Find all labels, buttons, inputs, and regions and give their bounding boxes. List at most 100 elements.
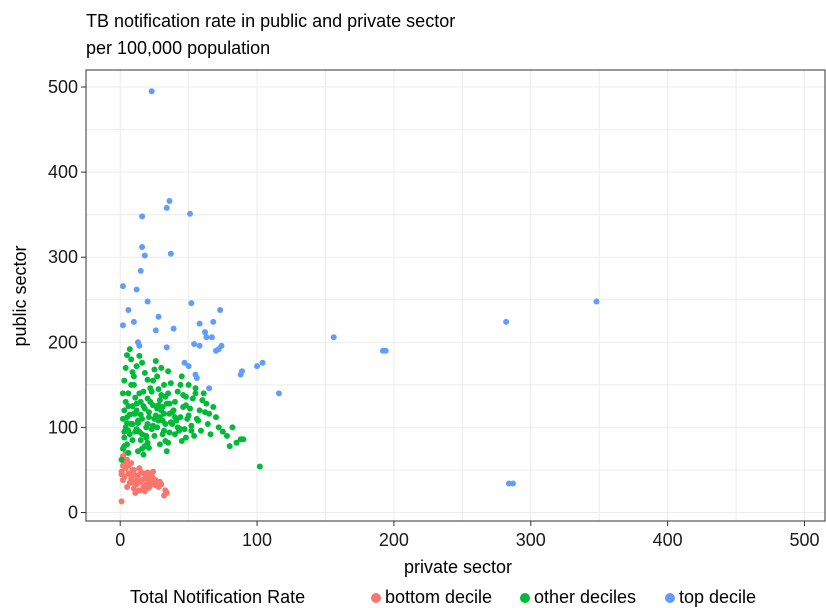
data-point-other-deciles bbox=[125, 390, 132, 397]
data-point-other-deciles bbox=[121, 428, 128, 435]
data-point-other-deciles bbox=[163, 448, 170, 455]
data-point-other-deciles bbox=[129, 403, 136, 410]
legend-label-bottom-decile: bottom decile bbox=[385, 587, 492, 607]
data-point-other-deciles bbox=[177, 381, 184, 388]
data-point-other-deciles bbox=[126, 411, 133, 418]
data-point-other-deciles bbox=[137, 411, 144, 418]
data-point-other-deciles bbox=[122, 398, 129, 405]
data-point-other-deciles bbox=[181, 426, 188, 433]
data-point-top-decile bbox=[152, 327, 159, 334]
data-point-other-deciles bbox=[148, 426, 155, 433]
data-point-other-deciles bbox=[223, 432, 230, 439]
data-point-other-deciles bbox=[139, 359, 146, 366]
data-point-top-decile bbox=[181, 359, 188, 366]
y-tick-label: 200 bbox=[48, 332, 78, 352]
data-point-bottom-decile bbox=[150, 468, 157, 475]
data-point-other-deciles bbox=[125, 403, 132, 410]
data-point-other-deciles bbox=[161, 381, 168, 388]
legend-label-other-deciles: other deciles bbox=[534, 587, 636, 607]
data-point-other-deciles bbox=[191, 432, 198, 439]
data-point-other-deciles bbox=[137, 437, 144, 444]
data-point-other-deciles bbox=[125, 449, 132, 456]
data-point-other-deciles bbox=[143, 424, 150, 431]
data-point-other-deciles bbox=[174, 388, 181, 395]
chart-title-line-1: TB notification rate in public and priva… bbox=[86, 11, 455, 31]
data-point-other-deciles bbox=[213, 414, 220, 421]
data-point-other-deciles bbox=[118, 456, 125, 463]
legend-key-top-decile bbox=[665, 593, 675, 603]
data-point-other-deciles bbox=[206, 410, 213, 417]
data-point-top-decile bbox=[217, 306, 224, 313]
data-point-top-decile bbox=[163, 204, 170, 211]
x-axis-label: private sector bbox=[404, 557, 512, 577]
data-point-other-deciles bbox=[171, 398, 178, 405]
data-point-top-decile bbox=[254, 363, 261, 370]
x-tick-label: 100 bbox=[242, 530, 272, 550]
y-tick-label: 0 bbox=[68, 502, 78, 522]
y-tick-label: 400 bbox=[48, 162, 78, 182]
data-point-bottom-decile bbox=[137, 478, 144, 485]
data-point-other-deciles bbox=[124, 352, 131, 359]
data-point-other-deciles bbox=[140, 403, 147, 410]
data-point-other-deciles bbox=[145, 444, 152, 451]
data-point-bottom-decile bbox=[124, 456, 131, 463]
data-point-top-decile bbox=[188, 300, 195, 307]
data-point-other-deciles bbox=[189, 395, 196, 402]
x-tick-label: 400 bbox=[653, 530, 683, 550]
data-point-other-deciles bbox=[166, 429, 173, 436]
data-point-other-deciles bbox=[171, 414, 178, 421]
data-point-other-deciles bbox=[137, 398, 144, 405]
data-point-other-deciles bbox=[180, 403, 187, 410]
data-point-other-deciles bbox=[140, 388, 147, 395]
data-point-top-decile bbox=[210, 318, 217, 325]
data-point-bottom-decile bbox=[136, 487, 143, 494]
data-point-other-deciles bbox=[158, 364, 165, 371]
data-point-bottom-decile bbox=[147, 475, 154, 482]
data-point-other-deciles bbox=[182, 434, 189, 441]
chart-title-line-2: per 100,000 population bbox=[86, 38, 270, 58]
data-point-other-deciles bbox=[150, 377, 157, 384]
legend-key-other-deciles bbox=[520, 593, 530, 603]
data-point-other-deciles bbox=[188, 427, 195, 434]
x-tick-label: 500 bbox=[789, 530, 819, 550]
data-point-other-deciles bbox=[132, 410, 139, 417]
data-point-other-deciles bbox=[133, 426, 140, 433]
data-point-other-deciles bbox=[154, 424, 161, 431]
data-point-other-deciles bbox=[154, 373, 161, 380]
data-point-other-deciles bbox=[122, 364, 129, 371]
data-point-bottom-decile bbox=[124, 483, 131, 490]
data-point-other-deciles bbox=[156, 414, 163, 421]
data-point-top-decile bbox=[275, 390, 282, 397]
data-point-other-deciles bbox=[156, 397, 163, 404]
data-point-other-deciles bbox=[152, 358, 159, 365]
data-point-other-deciles bbox=[185, 381, 192, 388]
data-point-other-deciles bbox=[144, 376, 151, 383]
data-point-other-deciles bbox=[144, 439, 151, 446]
data-point-top-decile bbox=[208, 334, 215, 341]
data-point-other-deciles bbox=[192, 390, 199, 397]
data-point-other-deciles bbox=[121, 377, 128, 384]
data-point-other-deciles bbox=[128, 381, 135, 388]
data-point-bottom-decile bbox=[125, 470, 132, 477]
points-layer bbox=[118, 88, 600, 505]
data-point-other-deciles bbox=[145, 414, 152, 421]
data-point-bottom-decile bbox=[141, 475, 148, 482]
data-point-other-deciles bbox=[139, 431, 146, 438]
data-point-other-deciles bbox=[129, 437, 136, 444]
data-point-bottom-decile bbox=[145, 484, 152, 491]
data-point-top-decile bbox=[119, 283, 126, 290]
data-point-other-deciles bbox=[226, 443, 233, 450]
data-point-other-deciles bbox=[184, 415, 191, 422]
data-point-bottom-decile bbox=[118, 471, 125, 478]
data-point-other-deciles bbox=[140, 451, 147, 458]
data-point-other-deciles bbox=[256, 463, 263, 470]
y-tick-label: 300 bbox=[48, 247, 78, 267]
data-point-other-deciles bbox=[182, 393, 189, 400]
data-point-other-deciles bbox=[188, 422, 195, 429]
data-point-other-deciles bbox=[133, 363, 140, 370]
data-point-other-deciles bbox=[197, 427, 204, 434]
data-point-other-deciles bbox=[178, 438, 185, 445]
data-point-bottom-decile bbox=[140, 470, 147, 477]
data-point-other-deciles bbox=[219, 428, 226, 435]
